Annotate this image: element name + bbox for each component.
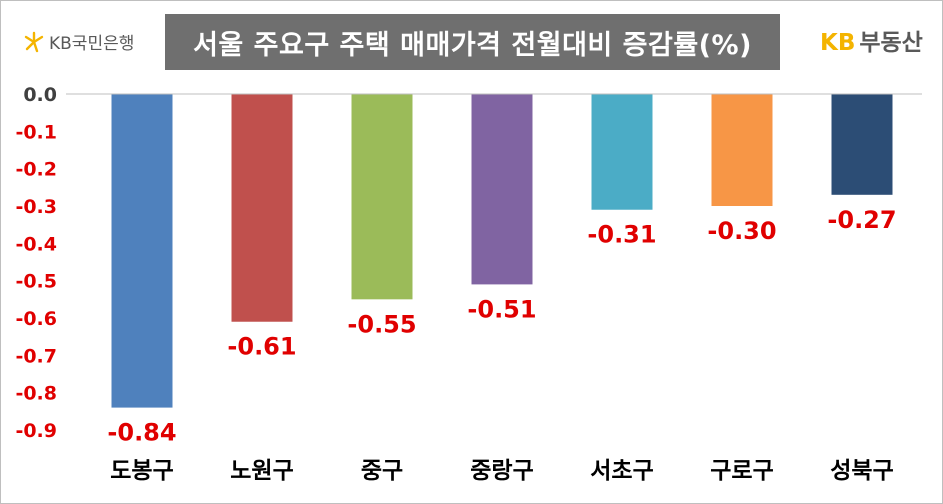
y-tick-label: -0.2 [15,159,57,181]
bar [591,94,653,210]
kb-star-icon [24,31,44,52]
data-label: -0.61 [227,333,296,361]
y-tick-label: -0.7 [15,345,57,367]
y-tick-label: -0.3 [15,196,57,218]
data-labels: -0.84 -0.61 -0.55 -0.51 -0.31 -0.30 -0.27 [107,206,896,447]
kb-bank-logo-text: KB국민은행 [49,34,135,54]
bar-series [111,94,893,408]
y-axis: 0.0 -0.1 -0.2 -0.3 -0.4 -0.5 -0.6 -0.7 -0.8 -0.9 [15,84,57,442]
y-tick-label: -0.6 [15,308,57,330]
kb-realestate-logo: KB 부동산 [820,23,923,57]
bar [831,94,893,195]
y-tick-label: -0.4 [15,233,57,255]
bar [711,94,773,206]
x-tick-label: 성북구 [830,458,893,484]
y-tick-label: -0.1 [15,121,57,143]
y-tick-label: -0.9 [15,420,57,442]
x-tick-label: 중구 [361,458,403,484]
kb-realestate-logo-kb: KB [820,30,856,56]
data-label: -0.31 [587,221,656,249]
x-tick-label: 도봉구 [110,458,173,484]
y-tick-label: -0.5 [15,271,57,293]
data-label: -0.51 [467,295,536,323]
bar [111,94,173,408]
data-label: -0.55 [347,310,416,338]
data-label: -0.30 [707,217,776,245]
bar [231,94,293,322]
x-axis: 도봉구 노원구 중구 중랑구 서초구 구로구 성북구 [110,458,893,484]
x-tick-label: 중랑구 [470,458,533,484]
x-tick-label: 구로구 [710,458,773,484]
y-tick-label: -0.8 [15,383,57,405]
kb-realestate-logo-name: 부동산 [859,30,923,56]
data-label: -0.27 [827,206,896,234]
kb-bank-logo: KB국민은행 [23,29,134,54]
chart-title: 서울 주요구 주택 매매가격 전월대비 증감률(%) [165,14,780,70]
x-tick-label: 서초구 [590,458,653,484]
bar [351,94,413,300]
data-label: -0.84 [107,419,176,447]
y-tick-label: 0.0 [23,84,57,106]
bar [471,94,533,285]
x-tick-label: 노원구 [230,458,293,484]
